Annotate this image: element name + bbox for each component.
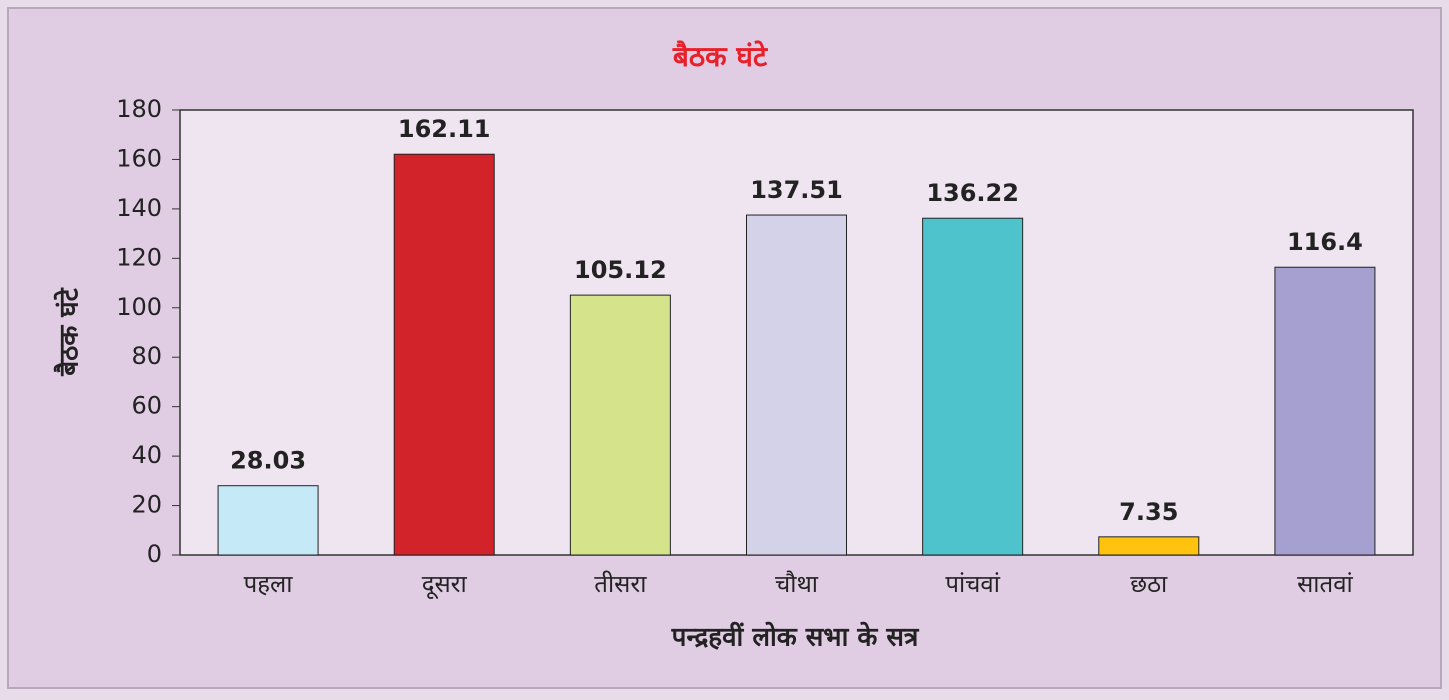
y-tick-label: 100 [116, 293, 162, 321]
x-axis-label: पन्द्रहवीं लोक सभा के सत्र [671, 622, 920, 653]
x-tick-label: सातवां [1297, 570, 1353, 598]
bar [1274, 266, 1376, 556]
y-tick-label: 120 [116, 243, 162, 271]
data-label: 162.11 [398, 115, 491, 143]
data-label: 136.22 [926, 179, 1019, 207]
y-tick-label: 0 [147, 540, 162, 568]
bar [217, 485, 319, 556]
x-tick-label: दूसरा [422, 570, 468, 600]
y-tick-label: 60 [131, 392, 162, 420]
data-label: 137.51 [750, 176, 843, 204]
data-label: 116.4 [1287, 228, 1363, 256]
y-tick-label: 140 [116, 194, 162, 222]
x-tick-label: पांचवां [945, 570, 1000, 598]
y-tick-label: 180 [116, 95, 162, 123]
data-label: 105.12 [574, 256, 667, 284]
bar [393, 153, 495, 556]
bar [1098, 536, 1200, 556]
x-tick-label: तीसरा [594, 570, 647, 598]
chart-title: बैठक घंटे [672, 40, 768, 73]
y-axis-label: बैठक घंटे [54, 287, 85, 376]
bar [569, 294, 671, 556]
x-tick-label: पहला [244, 570, 294, 598]
bar [746, 214, 847, 556]
data-label: 7.35 [1119, 498, 1178, 526]
x-tick-label: छठा [1130, 570, 1168, 598]
y-tick-label: 20 [131, 491, 162, 519]
bar [922, 217, 1024, 556]
y-tick-label: 160 [116, 144, 162, 172]
y-tick-label: 40 [131, 441, 162, 469]
data-label: 28.03 [230, 447, 306, 475]
y-tick-label: 80 [131, 342, 162, 370]
x-tick-label: चौथा [775, 570, 819, 598]
